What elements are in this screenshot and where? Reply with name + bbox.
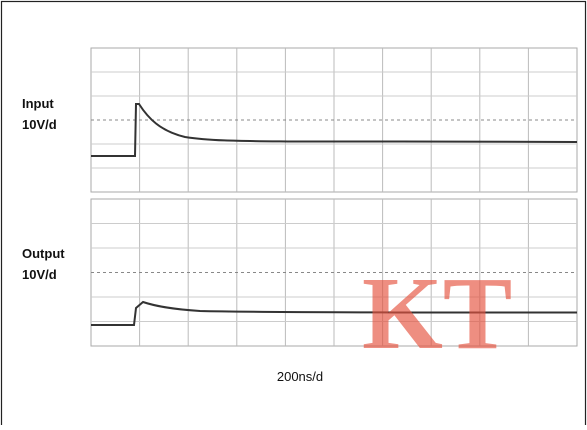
panel-label: Input: [22, 96, 54, 111]
panel-label: Output: [22, 246, 65, 261]
panel-scale: 10V/d: [22, 117, 57, 132]
scope-figure: Input 10V/d Output 10V/d 200ns/d KT: [0, 0, 587, 425]
time-scale: 200ns/d: [277, 369, 323, 384]
panel-scale: 10V/d: [22, 267, 57, 282]
watermark: KT: [362, 256, 512, 371]
